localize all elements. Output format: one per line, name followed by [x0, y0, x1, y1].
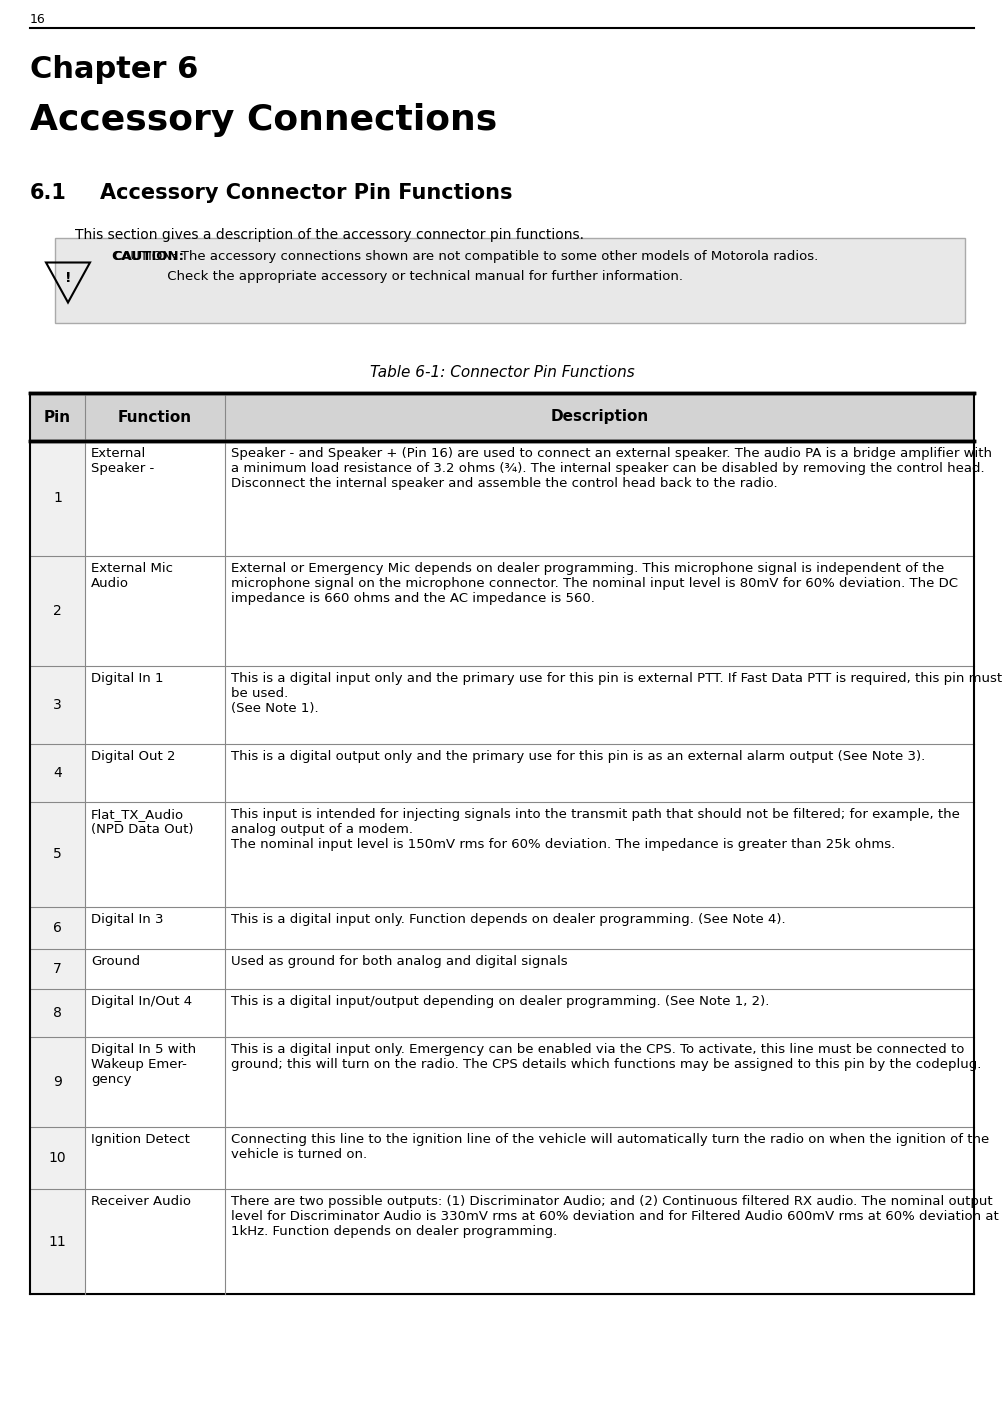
FancyBboxPatch shape	[85, 1188, 225, 1294]
Text: Check the appropriate accessory or technical manual for further information.: Check the appropriate accessory or techn…	[112, 269, 682, 283]
FancyBboxPatch shape	[85, 441, 225, 556]
Text: CAUTION:: CAUTION:	[112, 250, 184, 262]
FancyBboxPatch shape	[30, 666, 85, 744]
Text: Speaker - and Speaker + (Pin 16) are used to connect an external speaker. The au: Speaker - and Speaker + (Pin 16) are use…	[231, 448, 991, 490]
Text: This input is intended for injecting signals into the transmit path that should : This input is intended for injecting sig…	[231, 808, 959, 852]
Text: Function: Function	[117, 410, 192, 425]
FancyBboxPatch shape	[85, 1127, 225, 1188]
Text: 7: 7	[53, 962, 62, 976]
Text: This is a digital input only. Function depends on dealer programming. (See Note : This is a digital input only. Function d…	[231, 913, 784, 926]
Text: This section gives a description of the accessory connector pin functions.: This section gives a description of the …	[75, 229, 584, 241]
Text: Accessory Connections: Accessory Connections	[30, 102, 496, 137]
Text: 3: 3	[53, 699, 62, 711]
Text: Digital In 3: Digital In 3	[91, 913, 163, 926]
Text: Used as ground for both analog and digital signals: Used as ground for both analog and digit…	[231, 955, 567, 968]
Text: 9: 9	[53, 1075, 62, 1089]
FancyBboxPatch shape	[225, 1127, 973, 1188]
Text: This is a digital input only. Emergency can be enabled via the CPS. To activate,: This is a digital input only. Emergency …	[231, 1042, 980, 1070]
FancyBboxPatch shape	[85, 556, 225, 666]
FancyBboxPatch shape	[30, 948, 85, 989]
Text: 2: 2	[53, 605, 62, 617]
Text: Ignition Detect: Ignition Detect	[91, 1134, 190, 1146]
Text: Digital In 1: Digital In 1	[91, 672, 163, 685]
FancyBboxPatch shape	[30, 1037, 85, 1127]
Text: Flat_TX_Audio
(NPD Data Out): Flat_TX_Audio (NPD Data Out)	[91, 808, 194, 836]
FancyBboxPatch shape	[85, 906, 225, 948]
Text: 8: 8	[53, 1006, 62, 1020]
FancyBboxPatch shape	[225, 1188, 973, 1294]
Text: External Mic
Audio: External Mic Audio	[91, 563, 173, 591]
Text: 6.1: 6.1	[30, 182, 67, 203]
FancyBboxPatch shape	[85, 803, 225, 906]
Text: 16: 16	[30, 13, 46, 27]
FancyBboxPatch shape	[225, 803, 973, 906]
Text: This is a digital input/output depending on dealer programming. (See Note 1, 2).: This is a digital input/output depending…	[231, 995, 768, 1007]
FancyBboxPatch shape	[30, 906, 85, 948]
Text: External
Speaker -: External Speaker -	[91, 448, 154, 476]
FancyBboxPatch shape	[225, 989, 973, 1037]
FancyBboxPatch shape	[225, 744, 973, 803]
FancyBboxPatch shape	[225, 666, 973, 744]
FancyBboxPatch shape	[30, 803, 85, 906]
Text: Connecting this line to the ignition line of the vehicle will automatically turn: Connecting this line to the ignition lin…	[231, 1134, 988, 1162]
FancyBboxPatch shape	[225, 948, 973, 989]
FancyBboxPatch shape	[85, 666, 225, 744]
Text: Accessory Connector Pin Functions: Accessory Connector Pin Functions	[100, 182, 512, 203]
Text: 4: 4	[53, 766, 62, 780]
FancyBboxPatch shape	[30, 393, 85, 441]
Text: Ground: Ground	[91, 955, 140, 968]
FancyBboxPatch shape	[85, 744, 225, 803]
FancyBboxPatch shape	[225, 1037, 973, 1127]
Text: Digital In 5 with
Wakeup Emer-
gency: Digital In 5 with Wakeup Emer- gency	[91, 1042, 196, 1086]
Text: Receiver Audio: Receiver Audio	[91, 1195, 191, 1208]
FancyBboxPatch shape	[30, 556, 85, 666]
Text: Table 6-1: Connector Pin Functions: Table 6-1: Connector Pin Functions	[369, 365, 634, 380]
FancyBboxPatch shape	[225, 393, 973, 441]
Text: 11: 11	[48, 1235, 66, 1249]
FancyBboxPatch shape	[225, 556, 973, 666]
FancyBboxPatch shape	[30, 1127, 85, 1188]
FancyBboxPatch shape	[85, 948, 225, 989]
Text: 1: 1	[53, 491, 62, 505]
FancyBboxPatch shape	[30, 441, 85, 556]
Text: Digital Out 2: Digital Out 2	[91, 751, 176, 763]
Text: CAUTION: The accessory connections shown are not compatible to some other models: CAUTION: The accessory connections shown…	[112, 250, 817, 262]
FancyBboxPatch shape	[30, 989, 85, 1037]
Text: Description: Description	[550, 410, 648, 425]
Text: External or Emergency Mic depends on dealer programming. This microphone signal : External or Emergency Mic depends on dea…	[231, 563, 957, 605]
FancyBboxPatch shape	[85, 1037, 225, 1127]
Text: 6: 6	[53, 920, 62, 934]
Text: 10: 10	[48, 1150, 66, 1164]
Text: Chapter 6: Chapter 6	[30, 55, 199, 84]
FancyBboxPatch shape	[85, 393, 225, 441]
Text: This is a digital output only and the primary use for this pin is as an external: This is a digital output only and the pr…	[231, 751, 925, 763]
FancyBboxPatch shape	[225, 441, 973, 556]
Text: 5: 5	[53, 847, 62, 861]
Text: Pin: Pin	[44, 410, 71, 425]
Text: This is a digital input only and the primary use for this pin is external PTT. I: This is a digital input only and the pri…	[231, 672, 1001, 716]
FancyBboxPatch shape	[30, 1188, 85, 1294]
FancyBboxPatch shape	[30, 744, 85, 803]
Text: !: !	[64, 271, 71, 285]
FancyBboxPatch shape	[85, 989, 225, 1037]
Text: Digital In/Out 4: Digital In/Out 4	[91, 995, 192, 1007]
Text: There are two possible outputs: (1) Discriminator Audio; and (2) Continuous filt: There are two possible outputs: (1) Disc…	[231, 1195, 998, 1237]
FancyBboxPatch shape	[225, 906, 973, 948]
FancyBboxPatch shape	[55, 239, 964, 323]
